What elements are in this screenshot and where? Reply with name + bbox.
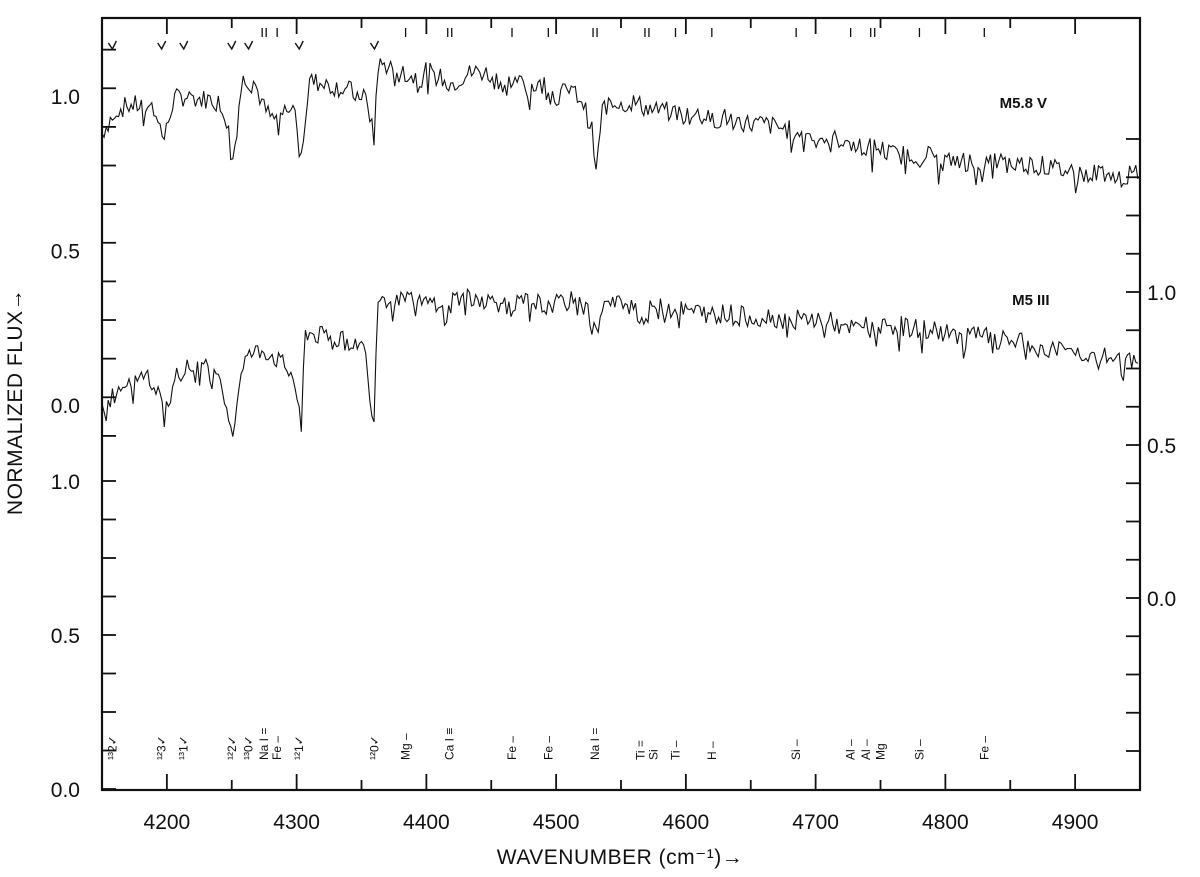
- x-tick-label: 4500: [533, 811, 580, 834]
- line-id-label: ¹²0✓: [367, 735, 381, 760]
- check-marker: [227, 40, 237, 51]
- x-tick-label: 4400: [403, 811, 450, 834]
- line-identifications: ¹³2✓ ¹²3✓ ¹³1✓ ¹²2✓ ¹³0✓ Na I =Fe – ¹²1✓ ¹²0✓ Mg…: [105, 728, 991, 760]
- spectrum-label: M5.8: [1000, 95, 1033, 112]
- line-markers: [107, 28, 985, 51]
- line-id-label: Mg: [874, 743, 888, 760]
- y-left-tick-label: 0.5: [51, 241, 80, 264]
- line-id-label: Na I =: [257, 728, 271, 760]
- line-id-label: Fe –: [505, 736, 519, 760]
- x-tick-label: 4300: [273, 811, 320, 834]
- line-id-label: Fe –: [541, 736, 555, 760]
- line-id-label: Si: [646, 749, 660, 760]
- spectra: [101, 58, 1139, 437]
- spectrum-labels: M5.8 V M5 III: [1000, 95, 1050, 309]
- line-id-label: ¹³2✓: [105, 735, 119, 760]
- x-axis-title: WAVENUMBER (cm⁻¹)→: [497, 846, 743, 869]
- x-tick-label: 4900: [1052, 811, 1099, 834]
- line-id-label: Na I =: [588, 728, 602, 760]
- line-id-label: Al –: [859, 739, 873, 760]
- y-axis-title: NORMALIZED FLUX→: [4, 289, 27, 515]
- y-right-tick-label: 0.0: [1147, 588, 1176, 611]
- line-id-label: Si –: [912, 739, 926, 760]
- y-left-tick-label-lower: 0.0: [51, 779, 80, 802]
- spectrum-m58v: [101, 58, 1139, 194]
- x-tick-label: 4700: [792, 811, 839, 834]
- line-id-label: Mg –: [399, 733, 413, 760]
- line-id-label: Fe –: [270, 736, 284, 760]
- line-id-label: ¹²3✓: [155, 735, 169, 760]
- line-id-label: ¹²1✓: [292, 735, 306, 760]
- y-left-tick-label-lower: 0.5: [51, 625, 80, 648]
- line-id-label: Si –: [789, 739, 803, 760]
- line-id-label: ¹³0✓: [242, 735, 256, 760]
- check-marker: [107, 40, 118, 51]
- spectrum-class-numeral: V: [1037, 95, 1047, 112]
- line-id-label: H –: [705, 741, 719, 760]
- y-left-tick-label: 1.0: [51, 86, 80, 109]
- check-marker: [179, 40, 189, 51]
- axis-ticks: [101, 18, 1141, 790]
- check-marker: [157, 40, 167, 51]
- x-tick-label: 4600: [663, 811, 710, 834]
- check-marker: [369, 40, 380, 51]
- check-marker: [294, 40, 304, 51]
- tick-labels: 4200 4300 4400 4500 4600 4700 4800 4900 1.0 0.5 0.…: [51, 86, 1176, 834]
- check-marker: [244, 40, 254, 51]
- plot-frame: [100, 16, 1142, 792]
- line-id-label: Ti –: [668, 740, 682, 760]
- spectrum-m5iii: [101, 287, 1139, 437]
- line-id-label: Ca I ≡: [443, 728, 457, 760]
- y-left-tick-label-lower: 1.0: [51, 471, 80, 494]
- y-right-tick-label: 0.5: [1147, 435, 1176, 458]
- spectrum-label: M5: [1012, 292, 1033, 309]
- spectrum-class-numeral: III: [1037, 292, 1050, 309]
- x-tick-label: 4800: [922, 811, 969, 834]
- line-id-label: ¹²2✓: [225, 735, 239, 760]
- y-left-tick-label: 0.0: [51, 395, 80, 418]
- x-tick-label: 4200: [144, 811, 191, 834]
- line-id-label: Al –: [844, 739, 858, 760]
- line-id-label: ¹³1✓: [177, 735, 191, 760]
- line-id-label: Fe –: [977, 736, 991, 760]
- y-right-tick-label: 1.0: [1147, 282, 1176, 305]
- line-id-label: Ti =: [633, 740, 647, 760]
